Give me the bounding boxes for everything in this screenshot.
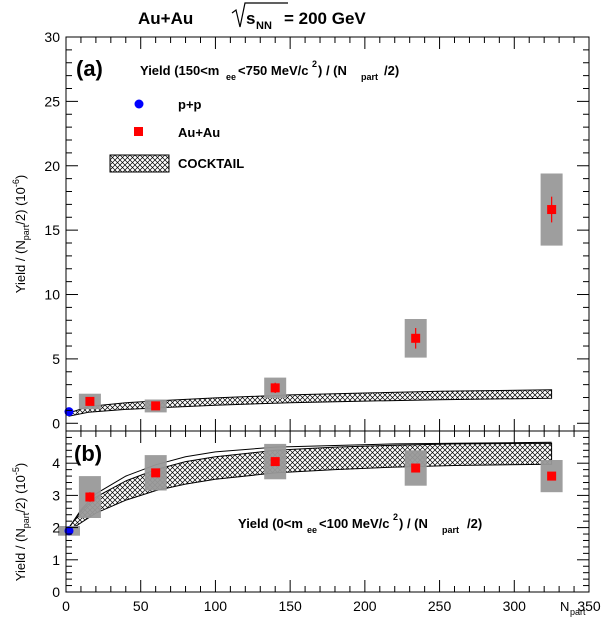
marker-auau-b-3 — [411, 463, 421, 473]
ylabel-b-sub: part — [21, 512, 31, 528]
y-axis-b: 0 1 2 3 4 — [52, 430, 589, 600]
annotation-b-p3: ) / (N — [399, 516, 428, 531]
y-tick-label-b-4: 4 — [52, 455, 60, 471]
annotation-a-p2: <750 MeV/c — [238, 63, 308, 78]
cocktail-band-b — [58, 441, 563, 536]
annotation-b-p2: <100 MeV/c — [319, 516, 389, 531]
energy-value: = 200 GeV — [284, 9, 366, 28]
panel-b: 0 1 2 3 4 0 50 100 150 200 250 300 350 (b) Yield (0… — [11, 430, 601, 617]
legend-label-cocktail: COCKTAIL — [178, 156, 244, 171]
panel-a-frame — [65, 36, 590, 432]
annotation-a-sub1: ee — [226, 72, 236, 82]
data-points-b — [64, 457, 557, 536]
annotation-a-p1: Yield (150<m — [140, 63, 219, 78]
ylabel-a-sub: part — [21, 224, 31, 240]
panel-b-frame — [65, 430, 590, 593]
marker-auau-a-3 — [411, 333, 421, 343]
marker-pp-a-0 — [64, 407, 74, 417]
y-tick-label-a-10: 10 — [44, 287, 60, 303]
marker-auau-b-2 — [270, 457, 280, 467]
x-tick-label-50: 50 — [133, 598, 149, 614]
x-ticks-a — [65, 37, 590, 431]
panel-label-a: (a) — [76, 56, 103, 81]
annotation-b-sub1: ee — [307, 525, 317, 535]
y-axis-a: 0 5 10 15 20 25 30 — [44, 29, 589, 431]
y-tick-label-a-20: 20 — [44, 158, 60, 174]
cocktail-band-a-area — [68, 389, 553, 417]
marker-auau-b-4 — [547, 471, 557, 481]
y-tick-label-b-0: 0 — [52, 584, 60, 600]
ylabel-b-p2: /2) (10 — [13, 475, 28, 513]
y-tick-label-b-3: 3 — [52, 487, 60, 503]
annotation-a-sub2: part — [361, 72, 378, 82]
cocktail-band-a — [68, 173, 563, 417]
header-system: Au+Au — [138, 9, 193, 28]
annotation-a-sup1: 2 — [312, 59, 317, 69]
energy-symbol: s — [246, 9, 255, 28]
marker-auau-b-1 — [151, 468, 161, 478]
y-tick-label-b-2: 2 — [52, 520, 60, 536]
x-axis-label: N part — [560, 599, 586, 617]
marker-pp-b-0 — [64, 526, 74, 536]
xlabel-main: N — [560, 599, 569, 614]
svg-text:Yield / (Npart/2) (10-5): Yield / (Npart/2) (10-5) — [11, 463, 31, 581]
y-tick-label-a-25: 25 — [44, 93, 60, 109]
legend-marker-pp — [134, 99, 144, 109]
y-tick-label-a-30: 30 — [44, 29, 60, 45]
legend: p+p Au+Au COCKTAIL — [109, 97, 244, 173]
marker-auau-a-1 — [151, 401, 161, 411]
svg-text:Yield / (Npart/2) (10-6): Yield / (Npart/2) (10-6) — [11, 175, 31, 293]
y-tick-label-a-15: 15 — [44, 222, 60, 238]
x-tick-label-0: 0 — [62, 598, 70, 614]
x-tick-label-150: 150 — [278, 598, 302, 614]
annotation-b-sub2: part — [442, 525, 459, 535]
ylabel-a-p3: ) — [13, 175, 28, 179]
annotation-a-p3: ) / (N — [318, 63, 347, 78]
x-tick-label-200: 200 — [353, 598, 377, 614]
ylabel-a-p1: Yield / (N — [13, 240, 28, 293]
header-energy: s NN = 200 GeV — [231, 2, 366, 32]
sqrt-sign — [231, 2, 288, 28]
xlabel-sub: part — [570, 607, 586, 617]
annotation-b: Yield (0<m ee <100 MeV/c 2 ) / (N part /… — [238, 512, 482, 535]
panel-label-b: (b) — [74, 441, 102, 466]
annotation-b-p1: Yield (0<m — [238, 516, 303, 531]
y-tick-label-a-5: 5 — [52, 351, 60, 367]
ylabel-a-sup: -6 — [11, 179, 21, 187]
x-tick-label-350: 350 — [577, 598, 601, 614]
legend-marker-auau — [134, 127, 143, 136]
legend-marker-cocktail — [109, 154, 170, 173]
marker-auau-b-0 — [85, 492, 95, 502]
x-tick-label-100: 100 — [204, 598, 228, 614]
energy-subscript: NN — [256, 20, 272, 32]
legend-label-pp: p+p — [178, 97, 202, 112]
marker-auau-a-2 — [270, 383, 280, 393]
y-axis-label-b: Yield / (Npart/2) (10-5) — [11, 463, 31, 581]
annotation-b-sup1: 2 — [393, 512, 398, 522]
annotation-b-p4: /2) — [467, 516, 482, 531]
y-tick-label-b-1: 1 — [52, 552, 60, 568]
x-tick-label-250: 250 — [428, 598, 452, 614]
ylabel-a-p2: /2) (10 — [13, 187, 28, 225]
marker-auau-a-4 — [547, 205, 557, 215]
data-points-a — [64, 196, 557, 417]
x-axis-b: 0 50 100 150 200 250 300 350 — [62, 431, 601, 614]
panel-a: 0 5 10 15 20 25 30 (a) Yield (150<m ee <750 Me… — [11, 29, 590, 432]
ylabel-b-p1: Yield / (N — [13, 528, 28, 581]
ylabel-b-p3: ) — [13, 463, 28, 467]
annotation-a-p4: /2) — [384, 63, 399, 78]
x-tick-label-300: 300 — [503, 598, 527, 614]
y-tick-label-a-0: 0 — [52, 415, 60, 431]
marker-auau-a-0 — [85, 396, 95, 406]
annotation-a: Yield (150<m ee <750 MeV/c 2 ) / (N part… — [140, 59, 399, 82]
y-axis-label-a: Yield / (Npart/2) (10-6) — [11, 175, 31, 293]
legend-label-auau: Au+Au — [178, 125, 220, 140]
ylabel-b-sup: -5 — [11, 467, 21, 475]
